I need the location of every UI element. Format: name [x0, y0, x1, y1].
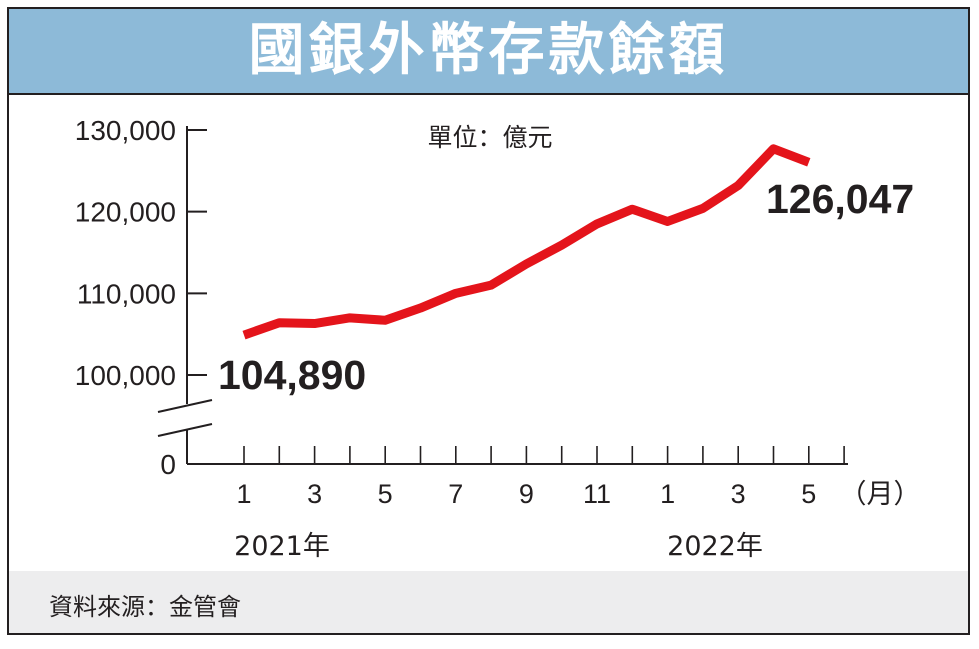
- y-tick-label: 130,000: [75, 115, 176, 146]
- x-tick-label: 7: [448, 479, 463, 509]
- x-tick-label: 1: [236, 479, 251, 509]
- y-tick-label: 0: [160, 449, 176, 480]
- source-note: 資料來源：金管會: [49, 593, 241, 621]
- chart-card: 國銀外幣存款餘額 資料來源：金管會: [7, 7, 970, 635]
- x-axis-unit: （月）: [840, 479, 921, 510]
- x-tick-label: 9: [519, 479, 534, 509]
- chart-title: 國銀外幣存款餘額: [248, 18, 729, 83]
- x-tick-label: 1: [660, 479, 675, 509]
- x-tick-label: 3: [307, 479, 322, 509]
- axis-break-mark: [157, 423, 213, 437]
- x-tick-label: 11: [583, 479, 611, 509]
- y-tick-label: 110,000: [77, 278, 176, 309]
- year-label: 2022年: [667, 531, 763, 562]
- year-label: 2021年: [234, 531, 330, 562]
- series-line: [242, 144, 811, 340]
- title-banner: 國銀外幣存款餘額: [9, 9, 968, 95]
- y-tick-label: 100,000: [75, 360, 176, 391]
- unit-note: 單位：億元: [427, 123, 552, 152]
- x-tick-label: 3: [731, 479, 746, 509]
- x-tick-label: 5: [801, 479, 816, 509]
- data-label-end: 126,047: [766, 176, 914, 222]
- axis-break-mark: [157, 399, 213, 413]
- data-label-start: 104,890: [218, 352, 366, 398]
- x-tick-label: 5: [378, 479, 393, 509]
- source-bar: 資料來源：金管會: [9, 571, 968, 633]
- y-tick-label: 120,000: [75, 197, 176, 228]
